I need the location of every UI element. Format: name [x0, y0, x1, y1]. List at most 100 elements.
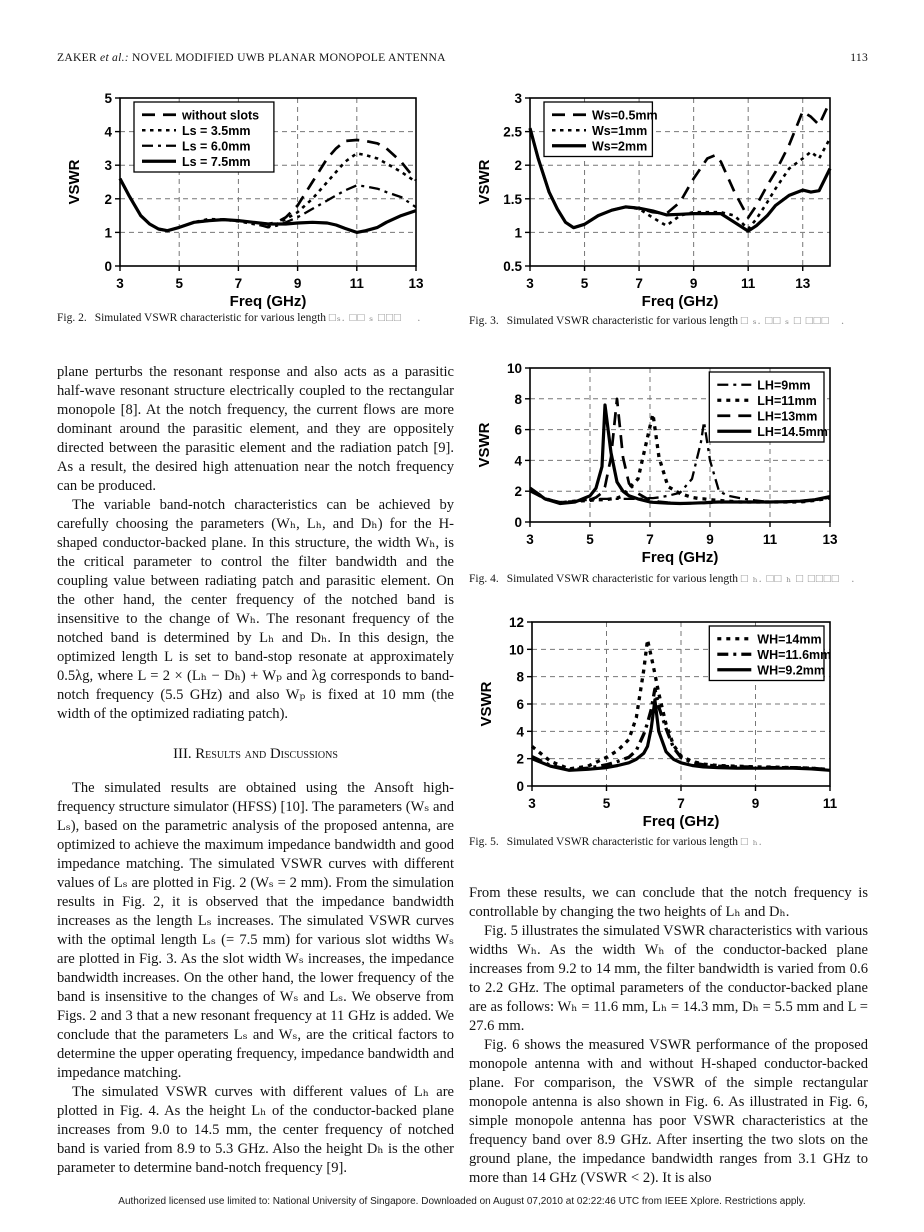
body-paragraph: Fig. 6 shows the measured VSWR performan… — [469, 1037, 868, 1186]
series-LH=14.5mm — [529, 403, 831, 506]
fig3-caption-math: □ ₛ. □□ ₛ □ □□□ . — [740, 315, 846, 327]
fig3-caption: Fig. 3. Simulated VSWR characteristic for… — [469, 314, 868, 329]
series-WH=9.2mm — [531, 698, 831, 772]
fig4-vswr-chart: 3 5 7 9 11 13 0 2 4 6 8 10 Freq (GHz) VSWR LH=9mm LH=11… — [476, 361, 838, 566]
legend-label: Ws=2mm — [592, 139, 647, 153]
section-heading: III. Results and Discussions — [173, 746, 338, 762]
fig5-caption: Fig. 5. Simulated VSWR characteristic for… — [469, 835, 868, 850]
fig5-caption-math: □ ₕ. — [740, 836, 763, 848]
legend-label: WH=9.2mm — [757, 663, 825, 677]
y-tick-label: 0.5 — [503, 259, 522, 274]
y-axis-label: VSWR — [476, 159, 493, 204]
fig4-caption-math: □ ₕ. □□ ₕ □ □□□□ . — [740, 573, 856, 585]
body-paragraph: The simulated VSWR curves with different… — [57, 1084, 454, 1176]
y-tick-label: 0 — [104, 259, 112, 274]
fig2-caption-label: Fig. 2. — [57, 312, 87, 324]
legend — [708, 625, 825, 682]
x-axis-label: Freq (GHz) — [642, 549, 719, 566]
series-Ws=2mm — [528, 127, 832, 233]
fig2-caption: Fig. 2. Simulated VSWR characteristic for… — [57, 311, 455, 326]
body-paragraph: plane perturbs the resonant response and… — [57, 364, 454, 494]
x-tick-label: 9 — [752, 796, 760, 811]
legend-label: Ws=0.5mm — [592, 108, 658, 122]
legend-label: WH=11.6mm — [757, 648, 831, 662]
y-tick-label: 2 — [514, 484, 522, 499]
fig2-caption-text: Simulated VSWR characteristic for variou… — [94, 312, 327, 324]
fig2-vswr-chart: 3 5 7 9 11 13 0 1 2 3 4 5 Freq (GHz) VSWR without slot… — [66, 91, 424, 310]
plot-border — [529, 97, 831, 267]
y-tick-label: 0 — [514, 515, 522, 530]
running-head-author: ZAKER — [57, 51, 101, 64]
copyright-footer: Authorized licensed use limited to: Nati… — [118, 1196, 806, 1207]
body-paragraph: Fig. 5 illustrates the simulated VSWR ch… — [469, 923, 868, 1034]
legend-label: without slots — [181, 108, 259, 122]
x-axis-label: Freq (GHz) — [643, 813, 720, 830]
fig3-caption-text: Simulated VSWR characteristic for variou… — [506, 315, 739, 327]
legend-label: LH=13mm — [757, 409, 817, 423]
x-tick-label: 7 — [646, 532, 654, 547]
y-tick-label: 1 — [104, 225, 112, 240]
body-paragraph: The variable band-notch characteristics … — [57, 497, 454, 722]
x-axis-label: Freq (GHz) — [642, 293, 719, 310]
x-tick-label: 11 — [350, 276, 365, 291]
y-tick-label: 2 — [514, 158, 522, 173]
y-tick-label: 6 — [516, 697, 524, 712]
fig4-caption-text: Simulated VSWR characteristic for variou… — [506, 573, 739, 585]
fig2-caption-math: □ₛ. □□ ₛ □□□ . — [328, 312, 422, 324]
legend-label: Ls = 3.5mm — [182, 124, 250, 138]
x-tick-label: 9 — [690, 276, 698, 291]
y-tick-label: 3 — [104, 158, 112, 173]
y-tick-label: 0 — [516, 779, 524, 794]
running-head-paper-title: NOVEL MODIFIED UWB PLANAR MONOPOLE ANTEN… — [132, 51, 446, 64]
x-tick-label: 5 — [581, 276, 589, 291]
x-tick-label: 11 — [823, 796, 838, 811]
fig3-caption-label: Fig. 3. — [469, 315, 499, 327]
x-tick-label: 7 — [235, 276, 243, 291]
fig5-caption-text: Simulated VSWR characteristic for variou… — [506, 836, 739, 848]
x-tick-label: 13 — [408, 276, 424, 291]
legend-label: Ls = 7.5mm — [182, 155, 250, 169]
fig3-vswr-chart: 3 5 7 9 11 13 0.5 1 1.5 2 2.5 3 Freq (GHz) VSWR Ws=0.5… — [476, 91, 832, 310]
legend-label: LH=9mm — [757, 378, 810, 392]
page-number: 113 — [850, 51, 868, 64]
x-tick-label: 5 — [586, 532, 594, 547]
x-axis-label: Freq (GHz) — [230, 293, 307, 310]
y-axis-label: VSWR — [66, 159, 83, 204]
y-tick-label: 10 — [507, 361, 522, 376]
legend-label: WH=14mm — [757, 632, 821, 646]
body-paragraph: The simulated results are obtained using… — [57, 780, 454, 1081]
legend-label: LH=14.5mm — [757, 425, 828, 439]
y-tick-label: 4 — [514, 453, 522, 468]
y-tick-label: 12 — [509, 615, 524, 630]
y-tick-label: 3 — [514, 91, 522, 106]
x-tick-label: 11 — [741, 276, 756, 291]
y-tick-label: 5 — [104, 91, 112, 106]
fig4-caption: Fig. 4. Simulated VSWR characteristic for… — [469, 572, 868, 587]
x-tick-label: 5 — [175, 276, 183, 291]
legend-label: Ls = 6.0mm — [182, 139, 250, 153]
x-tick-label: 9 — [706, 532, 714, 547]
legend-label: LH=11mm — [757, 394, 816, 408]
x-tick-label: 13 — [822, 532, 838, 547]
legend-label: Ws=1mm — [592, 124, 647, 138]
plot-border — [529, 367, 831, 523]
y-axis-label: VSWR — [478, 681, 495, 726]
y-axis-label: VSWR — [476, 422, 493, 467]
x-tick-label: 11 — [763, 532, 778, 547]
x-tick-label: 5 — [603, 796, 611, 811]
y-tick-label: 8 — [514, 392, 522, 407]
y-tick-label: 2 — [516, 752, 524, 767]
running-header: ZAKER et al.: NOVEL MODIFIED UWB PLANAR … — [57, 51, 868, 64]
x-tick-label: 3 — [116, 276, 124, 291]
y-tick-label: 1.5 — [503, 192, 522, 207]
series-WH=11.6mm — [531, 687, 831, 772]
x-tick-label: 3 — [528, 796, 536, 811]
fig4-caption-label: Fig. 4. — [469, 573, 499, 585]
y-tick-label: 8 — [516, 670, 524, 685]
x-tick-label: 13 — [795, 276, 811, 291]
y-tick-label: 6 — [514, 423, 522, 438]
y-tick-label: 2 — [104, 192, 112, 207]
x-tick-label: 3 — [526, 276, 534, 291]
y-tick-label: 10 — [509, 642, 524, 657]
